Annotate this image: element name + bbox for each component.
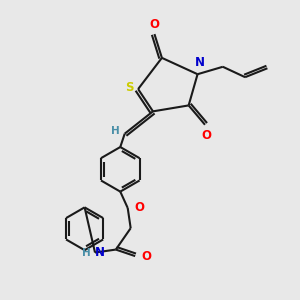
Text: O: O (149, 18, 160, 31)
Text: S: S (125, 81, 134, 94)
Text: H: H (82, 248, 91, 257)
Text: N: N (195, 56, 205, 69)
Text: O: O (142, 250, 152, 263)
Text: O: O (134, 201, 144, 214)
Text: H: H (111, 126, 120, 136)
Text: O: O (202, 129, 212, 142)
Text: N: N (95, 246, 105, 259)
